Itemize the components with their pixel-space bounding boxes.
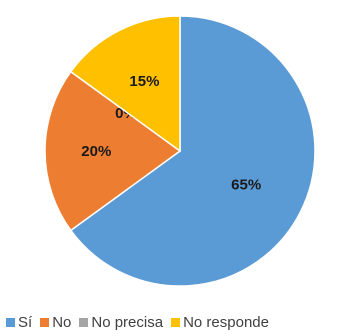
pie-slice-si xyxy=(69,15,316,287)
slice-label-no: 20% xyxy=(81,143,111,160)
slice-label-si: 65% xyxy=(231,177,261,194)
slice-label-no-responde: 15% xyxy=(129,73,159,90)
pie-slice-no xyxy=(44,70,182,232)
legend-swatch-si xyxy=(6,317,15,327)
legend-swatch-no xyxy=(40,317,50,327)
legend-item-si: Sí xyxy=(6,314,32,331)
legend-label-no: No xyxy=(52,313,72,331)
legend-swatch-no-precisa xyxy=(79,317,89,327)
pie-chart: 65%20%0%15% xyxy=(44,15,316,287)
legend-swatch-no-responde xyxy=(171,317,181,327)
legend: Sí No No precisa No responde xyxy=(0,310,358,334)
pie-slice-no-responde xyxy=(69,15,181,153)
legend-item-no: No xyxy=(40,314,71,331)
legend-label-no-responde: No responde xyxy=(183,313,269,331)
legend-label-si: Sí xyxy=(18,313,33,331)
legend-label-no-precisa: No precisa xyxy=(91,313,164,331)
legend-item-no-responde: No responde xyxy=(171,314,269,331)
legend-item-no-precisa: No precisa xyxy=(79,314,163,331)
